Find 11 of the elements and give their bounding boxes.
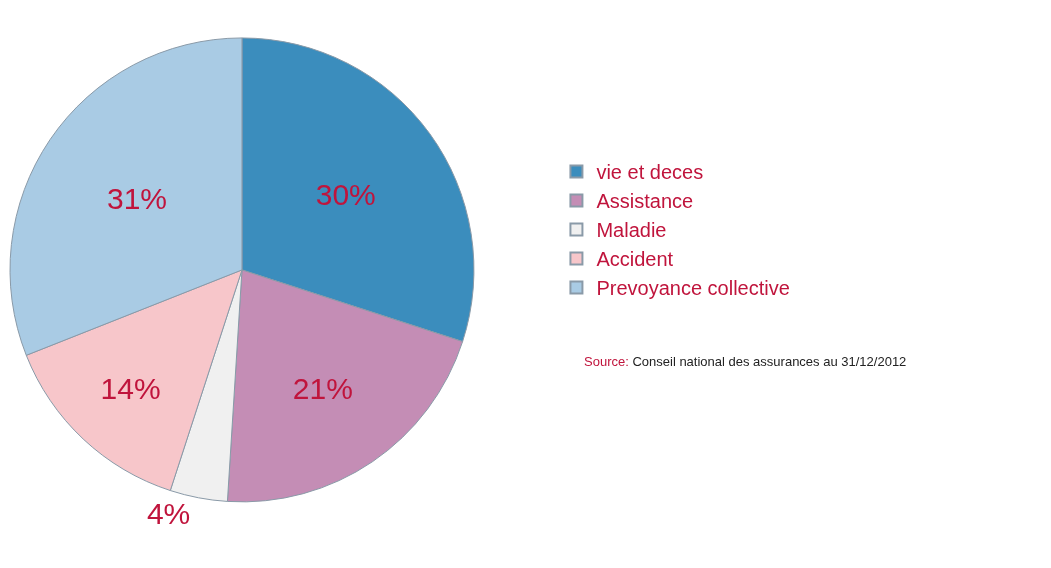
source-note: Source: Conseil national des assurances au 31/12/2012 bbox=[584, 354, 907, 369]
legend-label: Accident bbox=[596, 248, 674, 271]
legend-label: vie et deces bbox=[596, 161, 704, 184]
legend-label: Assistance bbox=[596, 190, 694, 213]
data-label: 14% bbox=[100, 372, 161, 406]
legend-label: Maladie bbox=[596, 219, 667, 242]
legend-label: Prevoyance collective bbox=[596, 277, 790, 300]
data-label: 4% bbox=[146, 497, 191, 531]
data-label: 21% bbox=[292, 372, 353, 406]
data-label: 30% bbox=[315, 178, 376, 212]
data-label: 31% bbox=[106, 182, 167, 216]
